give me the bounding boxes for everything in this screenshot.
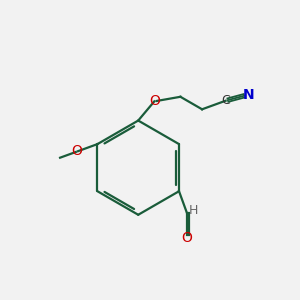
Text: O: O bbox=[182, 231, 193, 245]
Text: N: N bbox=[243, 88, 255, 102]
Text: O: O bbox=[72, 144, 83, 158]
Text: C: C bbox=[221, 94, 230, 107]
Text: O: O bbox=[149, 94, 160, 108]
Text: H: H bbox=[189, 204, 198, 217]
